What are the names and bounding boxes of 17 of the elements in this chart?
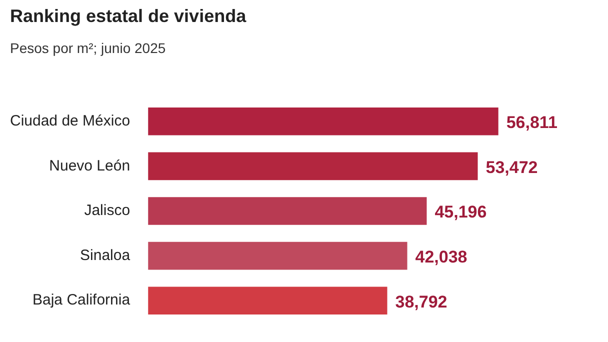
y-tick-label: Ciudad de México <box>10 112 130 130</box>
y-tick-label: Sinaloa <box>80 246 131 264</box>
data-label: 53,472 <box>486 158 538 177</box>
bar <box>148 108 498 136</box>
data-label: 42,038 <box>415 247 468 266</box>
chart-subtitle: Pesos por m²; junio 2025 <box>10 40 166 56</box>
y-tick-label: Baja California <box>32 292 131 309</box>
data-label: 45,196 <box>434 202 487 222</box>
chart-title: Ranking estatal de vivienda <box>10 6 246 27</box>
y-tick-label: Jalisco <box>84 202 130 220</box>
bar <box>148 152 478 180</box>
bar <box>148 242 408 270</box>
y-tick-label: Nuevo León <box>49 157 130 174</box>
bar <box>148 286 388 314</box>
data-label: 56,811 <box>506 113 558 132</box>
data-label: 38,792 <box>395 292 448 312</box>
bar <box>148 197 427 225</box>
